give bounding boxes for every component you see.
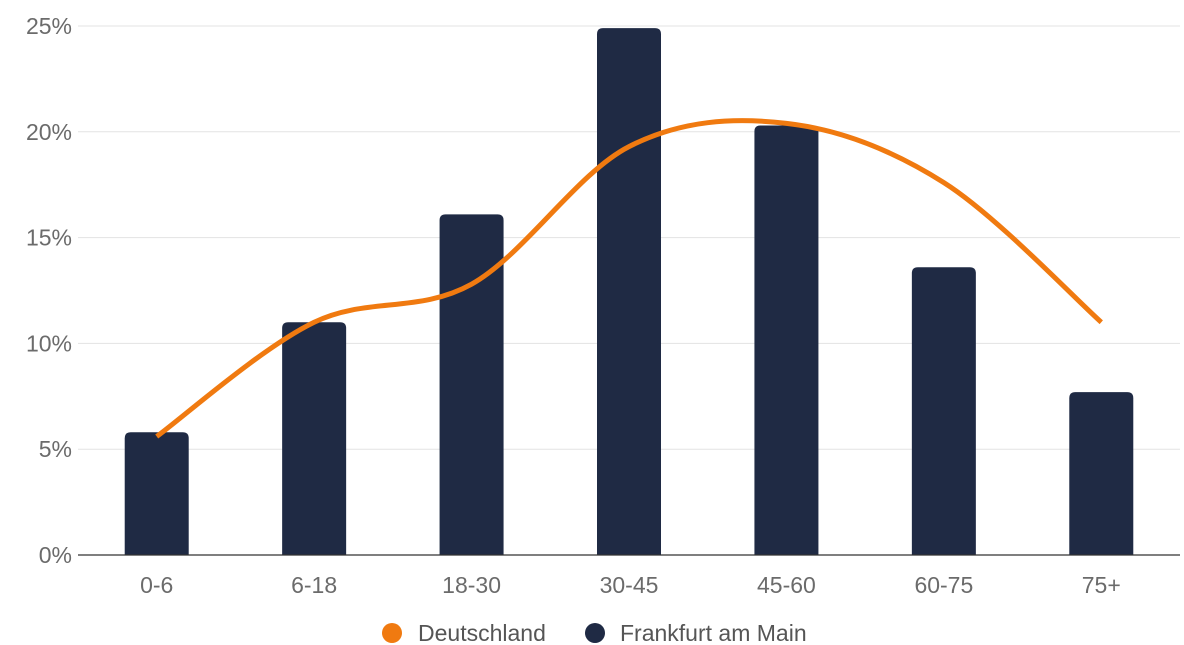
x-axis-ticks: 0-6 6-18 18-30 30-45 45-60 60-75 75+ (140, 572, 1121, 598)
bars (124, 28, 1134, 556)
x-tick-label: 0-6 (140, 572, 173, 598)
x-tick-label: 75+ (1082, 572, 1121, 598)
legend-marker (382, 623, 402, 643)
legend-label: Deutschland (418, 620, 546, 645)
y-tick-label: 25% (26, 13, 72, 39)
bar-75+ (1069, 392, 1134, 555)
x-tick-label: 60-75 (914, 572, 973, 598)
x-tick-label: 30-45 (600, 572, 659, 598)
x-tick-label: 45-60 (757, 572, 816, 598)
bar-18-30 (439, 214, 504, 555)
y-tick-label: 0% (39, 542, 72, 568)
y-tick-label: 15% (26, 225, 72, 251)
legend-marker (585, 623, 605, 643)
y-axis-ticks: 0% 5% 10% 15% 20% 25% (26, 13, 72, 568)
bar-0-6 (124, 432, 189, 555)
bar-6-18 (282, 322, 347, 555)
legend-label: Frankfurt am Main (620, 620, 807, 645)
legend: Deutschland Frankfurt am Main (382, 620, 807, 645)
x-tick-label: 18-30 (442, 572, 501, 598)
bar-60-75 (911, 267, 976, 555)
line-deutschland (155, 118, 1103, 439)
bar-30-45 (597, 28, 661, 555)
y-tick-label: 10% (26, 330, 72, 356)
y-tick-label: 5% (39, 436, 72, 462)
bar-45-60 (754, 125, 819, 556)
x-tick-label: 6-18 (291, 572, 337, 598)
y-tick-label: 20% (26, 119, 72, 145)
